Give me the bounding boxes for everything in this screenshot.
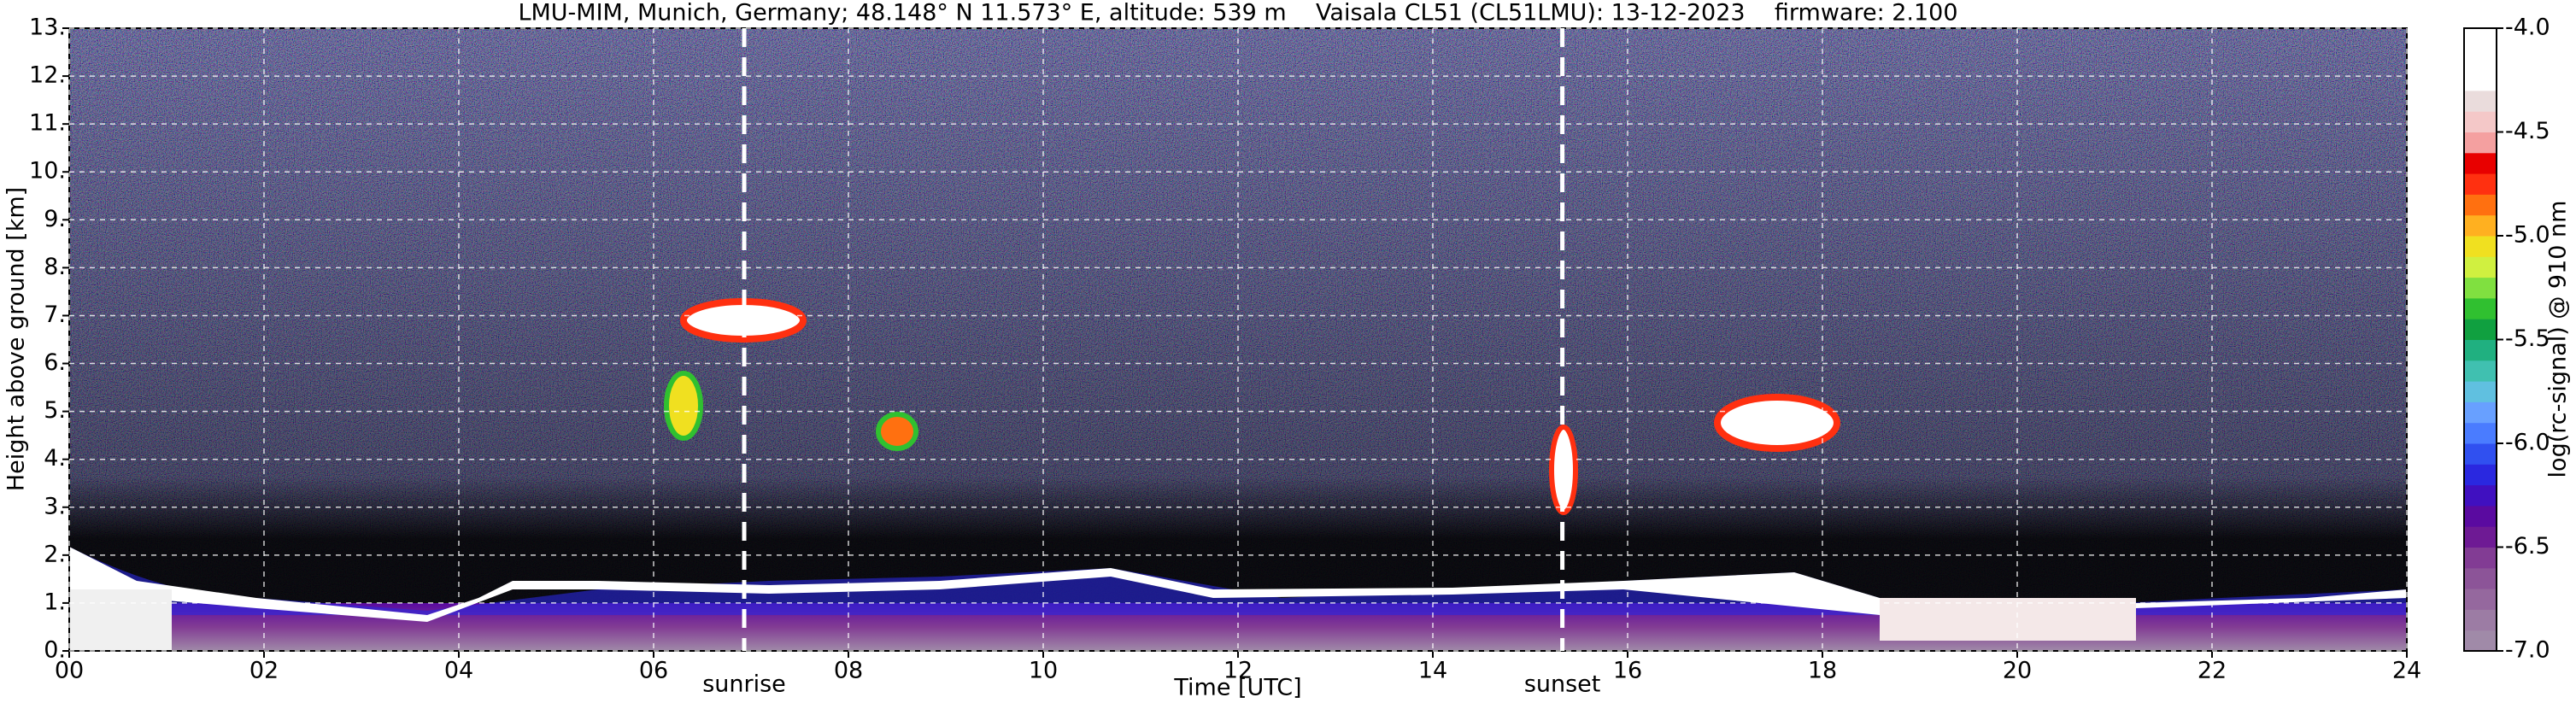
colorbar-swatch — [2464, 505, 2497, 527]
colorbar-tick-label: -5.0 — [2505, 222, 2550, 249]
colorbar-swatch — [2464, 28, 2497, 50]
low-cloud — [1880, 598, 2136, 641]
colorbar-swatch — [2464, 443, 2497, 465]
x-tick-label: 16 — [1613, 658, 1642, 684]
y-axis-label: Height above ground [km] — [3, 187, 30, 491]
y-tick-label: 10. — [29, 158, 66, 185]
colorbar-tick-label: -4.0 — [2505, 15, 2550, 41]
x-tick-label: 12 — [1223, 658, 1253, 684]
colorbar-swatch — [2464, 214, 2497, 237]
colorbar-swatch — [2464, 381, 2497, 402]
colorbar-swatch — [2464, 236, 2497, 257]
colorbar-swatch — [2464, 589, 2497, 610]
x-tick-label: 04 — [444, 658, 473, 684]
colorbar-swatch — [2464, 69, 2497, 91]
y-tick-label: 12. — [29, 62, 66, 89]
colorbar-swatch — [2464, 132, 2497, 154]
cloud — [876, 412, 918, 451]
x-tick-label: 08 — [834, 658, 863, 684]
colorbar-tick-label: -6.5 — [2505, 533, 2550, 560]
colorbar-swatch — [2464, 339, 2497, 361]
x-tick-label: 02 — [249, 658, 279, 684]
colorbar-swatch — [2464, 90, 2497, 112]
y-tick-label: 1. — [44, 589, 66, 615]
x-tick-label: 20 — [2003, 658, 2032, 684]
colorbar-swatch — [2464, 567, 2497, 589]
y-tick-label: 2. — [44, 541, 66, 567]
x-axis-label: Time [UTC] — [1173, 675, 1301, 701]
chart-title: LMU-MIM, Munich, Germany; 48.148° N 11.5… — [518, 0, 1957, 26]
y-tick-label: 3. — [44, 493, 66, 519]
colorbar-swatch — [2464, 630, 2497, 652]
colorbar-swatch — [2464, 484, 2497, 507]
colorbar-swatch — [2464, 152, 2497, 174]
colorbar-swatch — [2464, 173, 2497, 195]
y-tick-label: 11. — [29, 110, 66, 137]
y-tick-label: 8. — [44, 254, 66, 280]
colorbar-label: log(rc-signal) @ 910 nm — [2545, 201, 2572, 478]
colorbar-swatch — [2464, 401, 2497, 424]
colorbar-swatch — [2464, 194, 2497, 216]
colorbar-swatch — [2464, 526, 2497, 548]
colorbar-swatch — [2464, 360, 2497, 382]
colorbar-swatch — [2464, 256, 2497, 278]
low-cloud — [69, 589, 172, 651]
y-tick-label: 4. — [44, 445, 66, 472]
colorbar-tick-label: -5.5 — [2505, 325, 2550, 352]
colorbar-swatch — [2464, 297, 2497, 319]
colorbar-tick-label: -4.5 — [2505, 118, 2550, 144]
colorbar-swatch — [2464, 464, 2497, 486]
colorbar-swatch — [2464, 609, 2497, 631]
colorbar-tick-label: -6.0 — [2505, 430, 2550, 456]
colorbar-swatch — [2464, 277, 2497, 299]
cloud — [1714, 394, 1840, 452]
x-tick-label: 24 — [2392, 658, 2421, 684]
y-tick-label: 13. — [29, 15, 66, 41]
colorbar-swatch — [2464, 111, 2497, 132]
annotation-label: sunrise — [702, 671, 786, 698]
colorbar-swatch — [2464, 547, 2497, 569]
colorbar-swatch — [2464, 422, 2497, 444]
x-tick-label: 14 — [1418, 658, 1447, 684]
annotation-label: sunset — [1524, 671, 1601, 698]
colorbar-swatch — [2464, 319, 2497, 340]
y-tick-label: 6. — [44, 349, 66, 376]
x-tick-label: 18 — [1808, 658, 1837, 684]
y-tick-label: 5. — [44, 397, 66, 424]
colorbar-swatch — [2464, 49, 2497, 71]
x-tick-label: 06 — [639, 658, 668, 684]
y-tick-label: 0. — [44, 637, 66, 664]
y-tick-label: 7. — [44, 302, 66, 328]
y-tick-label: 9. — [44, 206, 66, 232]
x-tick-label: 00 — [55, 658, 84, 684]
colorbar-tick-label: -7.0 — [2505, 637, 2550, 664]
x-tick-label: 10 — [1029, 658, 1058, 684]
x-tick-label: 22 — [2198, 658, 2227, 684]
cloud — [664, 371, 703, 441]
